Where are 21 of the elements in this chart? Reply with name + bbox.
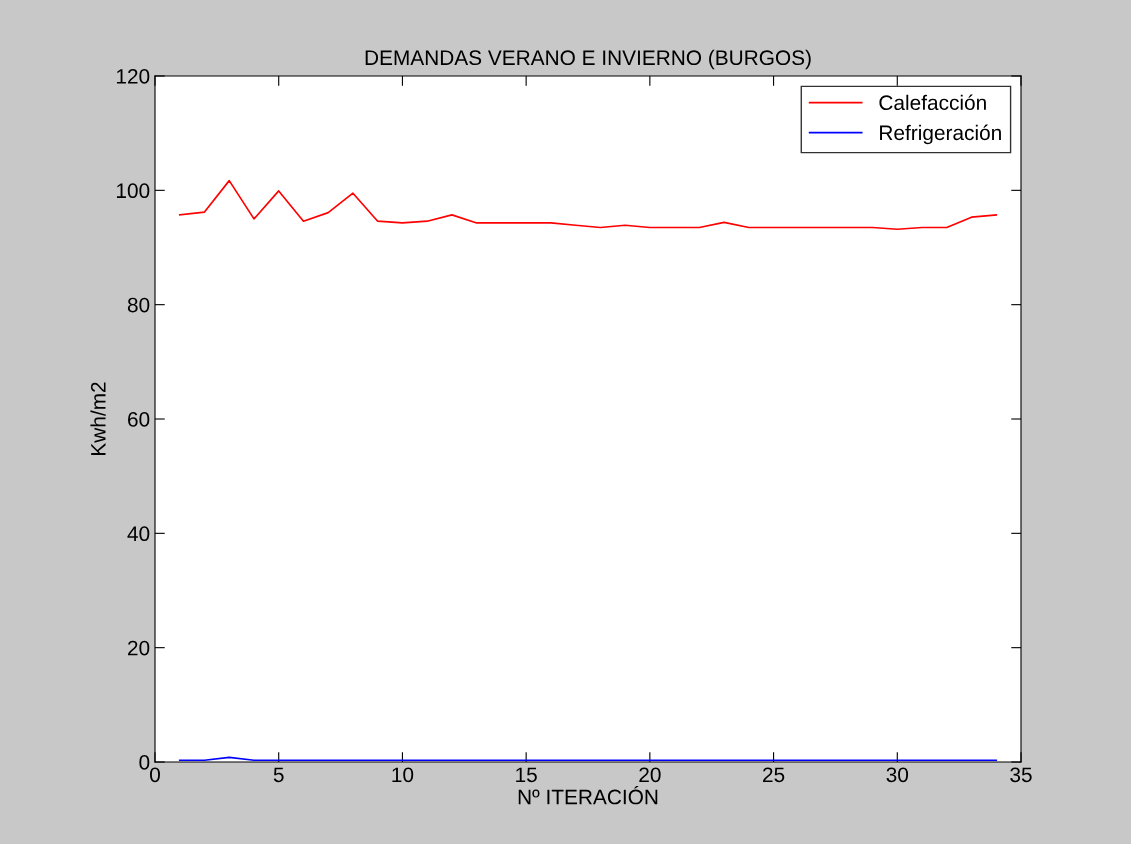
x-tick-label: 25 — [763, 767, 785, 783]
x-tick-label: 30 — [886, 767, 909, 783]
line-series — [178, 179, 998, 231]
x-tick-label: 5 — [273, 767, 284, 783]
x-tick-label: 0 — [150, 767, 160, 783]
x-tick-label: 20 — [639, 767, 661, 783]
y-tick-label: 100 — [116, 183, 150, 199]
x-tick-label: 10 — [392, 767, 414, 783]
y-tick-label: 0 — [139, 755, 150, 770]
x-axis-title: Nº ITERACIÓN — [518, 786, 658, 805]
legend-label: Calefacción — [879, 94, 986, 111]
y-tick-label: 20 — [128, 640, 150, 656]
x-tick-label: 35 — [1010, 767, 1032, 783]
y-tick-label: 60 — [128, 412, 150, 427]
y-tick-label: 40 — [127, 526, 150, 542]
y-tick-label: 80 — [127, 297, 150, 313]
x-tick-label: 15 — [516, 767, 537, 783]
chart-title: DEMANDAS VERANO E INVIERNO (BURGOS) — [365, 49, 811, 70]
legend-label: Refrigeración — [880, 124, 1001, 145]
y-tick-label: 120 — [116, 69, 150, 84]
y-axis-title: Kwh/m2 — [90, 382, 106, 455]
